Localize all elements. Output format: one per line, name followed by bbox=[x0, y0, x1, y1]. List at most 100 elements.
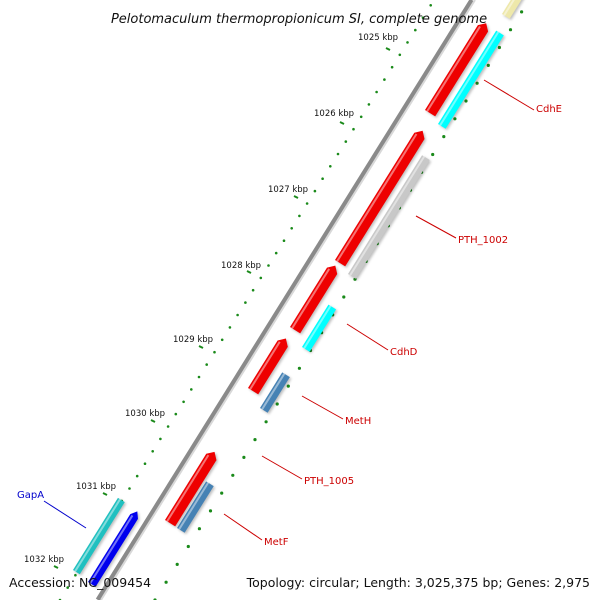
tick-dot bbox=[159, 437, 162, 441]
major-tick bbox=[339, 121, 345, 125]
cds-gapa[interactable] bbox=[73, 497, 125, 575]
tick-dot bbox=[406, 41, 409, 44]
connector-meth bbox=[301, 395, 344, 420]
connector-cdhd bbox=[346, 323, 389, 351]
cds-meth-blue[interactable] bbox=[260, 372, 290, 413]
tick-dot bbox=[213, 350, 216, 354]
tick-label: 1027 kbp bbox=[268, 185, 308, 195]
tick-dash bbox=[220, 491, 224, 495]
tick-dot bbox=[290, 227, 294, 230]
cds-cdhe-red-highlight bbox=[426, 25, 481, 112]
tick-label: 1026 kbp bbox=[314, 109, 354, 119]
cds-gapa-highlight bbox=[74, 498, 121, 572]
tick-dot bbox=[383, 78, 386, 81]
tick-dot bbox=[274, 251, 278, 255]
backbone-outer bbox=[95, 0, 475, 600]
cds-cdhe[interactable] bbox=[438, 30, 504, 129]
gene-labels: CdhE PTH_1002 CdhD MetH PTH_1005 MetF Ga… bbox=[17, 104, 562, 548]
cds-cdhe-red[interactable] bbox=[425, 23, 489, 117]
cds-cdhe-highlight bbox=[439, 31, 500, 126]
tick-label: 1032 kbp bbox=[24, 555, 64, 565]
cds-cdhd-highlight bbox=[303, 305, 332, 349]
tick-dot bbox=[190, 388, 193, 391]
gene-label-cdhe[interactable]: CdhE bbox=[536, 104, 562, 115]
tick-dot bbox=[174, 412, 178, 416]
cds-pth1002-red-highlight bbox=[336, 133, 418, 262]
cds-pth1005[interactable] bbox=[165, 451, 217, 527]
major-tick bbox=[102, 492, 108, 496]
tick-dot bbox=[359, 115, 363, 119]
tick-dash bbox=[286, 384, 290, 388]
tick-label: 1030 kbp bbox=[125, 409, 165, 419]
tick-dot bbox=[429, 4, 433, 7]
tick-label: 1025 kbp bbox=[358, 33, 398, 43]
tick-labels: 1025 kbp 1026 kbp 1027 kbp 1028 kbp 1029… bbox=[24, 33, 398, 565]
connector-gapa bbox=[43, 500, 87, 529]
gene-label-pth1005[interactable]: PTH_1005 bbox=[304, 476, 354, 487]
major-tick bbox=[198, 345, 204, 349]
major-tick bbox=[385, 47, 391, 51]
cds-meth-highlight bbox=[249, 341, 281, 390]
cds-meth[interactable] bbox=[248, 338, 288, 395]
topology-text: Topology: circular; Length: 3,025,375 bp… bbox=[246, 575, 590, 590]
tick-dot bbox=[305, 202, 309, 205]
tick-dash bbox=[253, 438, 257, 442]
cds-gapa-blue[interactable] bbox=[88, 511, 138, 587]
cds-metf[interactable] bbox=[177, 481, 214, 533]
cds-metf-highlight bbox=[178, 482, 210, 530]
connector-pth1002 bbox=[415, 215, 457, 239]
tick-dot bbox=[421, 16, 425, 20]
tick-dot bbox=[220, 338, 224, 342]
gene-label-metf[interactable]: MetF bbox=[264, 537, 289, 548]
tick-dot bbox=[352, 127, 355, 131]
gene-label-gapa[interactable]: GapA bbox=[17, 490, 44, 501]
tick-dot bbox=[74, 573, 77, 577]
cds-gapa-blue-highlight bbox=[89, 514, 134, 584]
tick-dot bbox=[375, 90, 378, 94]
tick-dot bbox=[313, 189, 317, 193]
tick-dot bbox=[251, 288, 255, 292]
tick-dot bbox=[143, 462, 147, 466]
tick-dash bbox=[197, 527, 201, 531]
gene-label-cdhd[interactable]: CdhD bbox=[390, 347, 418, 358]
gene-label-pth1002[interactable]: PTH_1002 bbox=[458, 235, 508, 246]
tick-dot bbox=[267, 264, 270, 267]
inner-tick-dots bbox=[153, 10, 524, 600]
tick-dash bbox=[242, 455, 246, 459]
tick-dash bbox=[442, 135, 446, 139]
tick-dot bbox=[244, 301, 247, 304]
cds-top-khaki-highlight bbox=[503, 0, 515, 16]
tick-dash bbox=[431, 152, 435, 157]
tick-dot bbox=[135, 474, 139, 478]
tick-dot bbox=[205, 363, 208, 366]
tick-label: 1029 kbp bbox=[173, 335, 213, 345]
tick-dash bbox=[297, 366, 301, 370]
tick-dash bbox=[164, 580, 168, 584]
map-title: Pelotomaculum thermopropionicum SI, comp… bbox=[111, 12, 487, 27]
tick-dot bbox=[390, 65, 394, 69]
cds-meth-blue-highlight bbox=[261, 373, 286, 410]
tick-dot bbox=[282, 239, 286, 242]
tick-dot bbox=[166, 425, 170, 428]
cds-top-khaki[interactable] bbox=[502, 0, 526, 19]
feature-track bbox=[73, 0, 526, 589]
tick-dash bbox=[520, 10, 524, 14]
cds-pth1002-highlight bbox=[349, 155, 426, 276]
cds-pth1002[interactable] bbox=[348, 155, 430, 279]
tick-dot bbox=[128, 487, 131, 490]
tick-dash bbox=[208, 509, 213, 513]
cds-cdhd-red[interactable] bbox=[290, 265, 338, 334]
tick-dot bbox=[367, 103, 371, 106]
cds-cdhd[interactable] bbox=[302, 304, 337, 352]
tick-dash bbox=[275, 402, 279, 406]
tick-dot bbox=[259, 276, 263, 280]
major-tick bbox=[246, 270, 252, 274]
tick-dot bbox=[398, 53, 402, 57]
tick-dash bbox=[508, 28, 513, 32]
connector-pth1005 bbox=[261, 455, 303, 480]
gene-label-meth[interactable]: MetH bbox=[345, 416, 371, 427]
major-tick bbox=[53, 565, 59, 569]
cds-pth1002-red[interactable] bbox=[335, 130, 425, 267]
tick-dot bbox=[151, 450, 154, 453]
